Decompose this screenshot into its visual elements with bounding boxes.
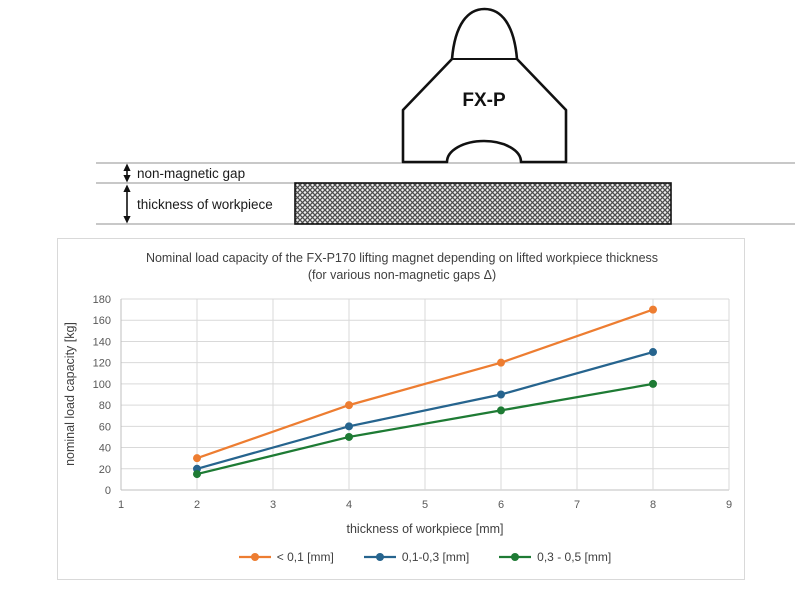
workpiece-bar [294, 182, 672, 225]
legend-marker-icon [499, 553, 532, 561]
magnet-label: FX-P [462, 90, 506, 111]
legend-item-gap-lt-01: < 0,1 [mm] [238, 550, 334, 564]
legend-item-gap-01-03: 0,1-0,3 [mm] [363, 550, 470, 564]
svg-text:180: 180 [93, 294, 111, 306]
chart-title-line1: Nominal load capacity of the FX-P170 lif… [145, 251, 659, 265]
svg-text:4: 4 [346, 499, 352, 511]
svg-text:1: 1 [118, 499, 124, 511]
svg-text:160: 160 [93, 315, 111, 327]
svg-text:3: 3 [270, 499, 276, 511]
workpiece-label: thickness of workpiece [137, 197, 273, 212]
svg-text:60: 60 [99, 421, 111, 433]
data-series [193, 305, 657, 479]
svg-text:5: 5 [422, 499, 428, 511]
svg-text:40: 40 [99, 443, 111, 455]
legend-item-gap-03-05: 0,3 - 0,5 [mm] [499, 550, 611, 564]
legend-marker-icon [363, 553, 396, 561]
svg-text:7: 7 [574, 499, 580, 511]
thickness-dimension-arrow [123, 184, 131, 224]
chart-card: Nominal load capacity of the FX-P170 lif… [57, 238, 745, 580]
svg-text:100: 100 [93, 379, 111, 391]
chart-title: Nominal load capacity of the FX-P170 lif… [98, 250, 706, 284]
legend-label: < 0,1 [mm] [276, 550, 334, 564]
chart-title-line2: (for various non-magnetic gaps Δ) [307, 268, 497, 282]
chart-legend: < 0,1 [mm] 0,1-0,3 [mm] 0,3 - 0,5 [mm] [121, 550, 729, 564]
svg-text:2: 2 [194, 499, 200, 511]
legend-label: 0,1-0,3 [mm] [401, 550, 470, 564]
legend-label: 0,3 - 0,5 [mm] [537, 550, 612, 564]
legend-marker-icon [238, 553, 271, 561]
svg-text:140: 140 [93, 336, 111, 348]
gridlines [121, 298, 730, 491]
y-axis-label: nominal load capacity [kg] [63, 322, 77, 466]
x-axis-label: thickness of workpiece [mm] [346, 522, 504, 536]
svg-text:6: 6 [498, 499, 504, 511]
svg-text:9: 9 [726, 499, 732, 511]
magnet-shape: FX-P [401, 7, 568, 164]
magnet-diagram: FX-P non-magnetic gap thickness of workp… [96, 7, 795, 225]
svg-text:20: 20 [99, 464, 111, 476]
gap-label: non-magnetic gap [137, 166, 245, 181]
y-tick-labels: 0 20 40 60 80 100 120 140 160 180 [93, 294, 111, 497]
svg-text:120: 120 [93, 358, 111, 370]
svg-text:80: 80 [99, 400, 111, 412]
load-capacity-chart: 0 20 40 60 80 100 120 140 160 180 1 2 3 4 5 6 7 8 9 nomin… [63, 294, 732, 511]
svg-text:8: 8 [650, 499, 656, 511]
gap-dimension-arrow [123, 163, 131, 183]
svg-text:0: 0 [105, 485, 111, 497]
x-tick-labels: 1 2 3 4 5 6 7 8 9 [118, 499, 732, 511]
